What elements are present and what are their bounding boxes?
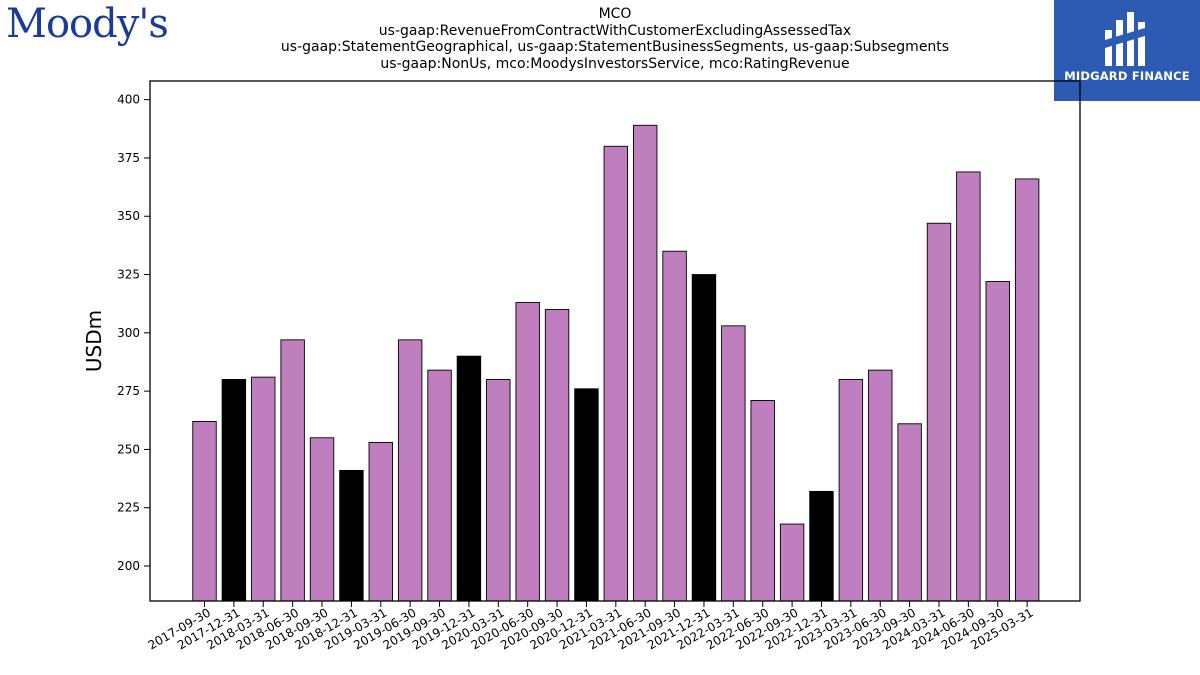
bar: [633, 124, 658, 602]
midgard-emblem-icon: [1105, 12, 1145, 66]
y-tick-label: 350: [117, 209, 140, 223]
y-axis-label: USDm: [82, 310, 106, 372]
y-tick-label: 375: [117, 151, 140, 165]
title-line: MCO: [598, 6, 632, 22]
bar: [251, 376, 276, 602]
bar: [515, 302, 540, 602]
bar: [956, 171, 981, 602]
bar: [779, 523, 805, 602]
bar: [544, 309, 570, 602]
chart-title: MCO us-gaap:RevenueFromContractWithCusto…: [200, 6, 1030, 72]
bar: [750, 400, 775, 602]
bar: [574, 388, 599, 602]
bar: [427, 369, 452, 602]
bar: [897, 423, 922, 602]
plot-frame: [149, 80, 1081, 602]
y-tick-label: 300: [117, 326, 140, 340]
y-axis: 200 225 250 275 300 325 350 375 400: [117, 93, 150, 573]
bar: [280, 339, 305, 602]
bar: [309, 437, 335, 602]
title-line: us-gaap:NonUs, mco:MoodysInvestorsServic…: [380, 55, 850, 72]
bar: [985, 281, 1010, 602]
y-tick-label: 400: [117, 93, 140, 107]
bar: [691, 274, 717, 602]
title-line: us-gaap:RevenueFromContractWithCustomerE…: [378, 22, 852, 39]
bar: [926, 222, 952, 602]
bars-group: [192, 124, 1040, 602]
bar: [456, 355, 482, 602]
bar: [221, 379, 247, 602]
midgard-finance-logo: MIDGARD FINANCE: [1054, 0, 1200, 101]
midgard-finance-label: MIDGARD FINANCE: [1064, 69, 1190, 83]
y-tick-label: 200: [117, 559, 140, 573]
bar: [809, 490, 834, 602]
y-tick-label: 225: [117, 501, 140, 515]
y-tick-label: 275: [117, 384, 140, 398]
x-axis: 2017-09-302017-12-312018-03-312018-06-30…: [146, 601, 1036, 652]
bar: [868, 369, 893, 602]
bar: [192, 420, 217, 602]
y-tick-label: 250: [117, 442, 140, 456]
bar: [662, 250, 687, 602]
y-tick-label: 325: [117, 268, 140, 282]
title-line: us-gaap:StatementGeographical, us-gaap:S…: [280, 39, 950, 55]
bar: [368, 441, 393, 602]
bar: [1014, 178, 1040, 602]
bar: [397, 339, 423, 602]
bar: [838, 379, 864, 602]
bar: [603, 145, 629, 602]
bar: [339, 469, 364, 602]
bar: [486, 379, 511, 602]
bar: [721, 325, 746, 602]
moodys-logo: Moody's: [6, 1, 169, 47]
